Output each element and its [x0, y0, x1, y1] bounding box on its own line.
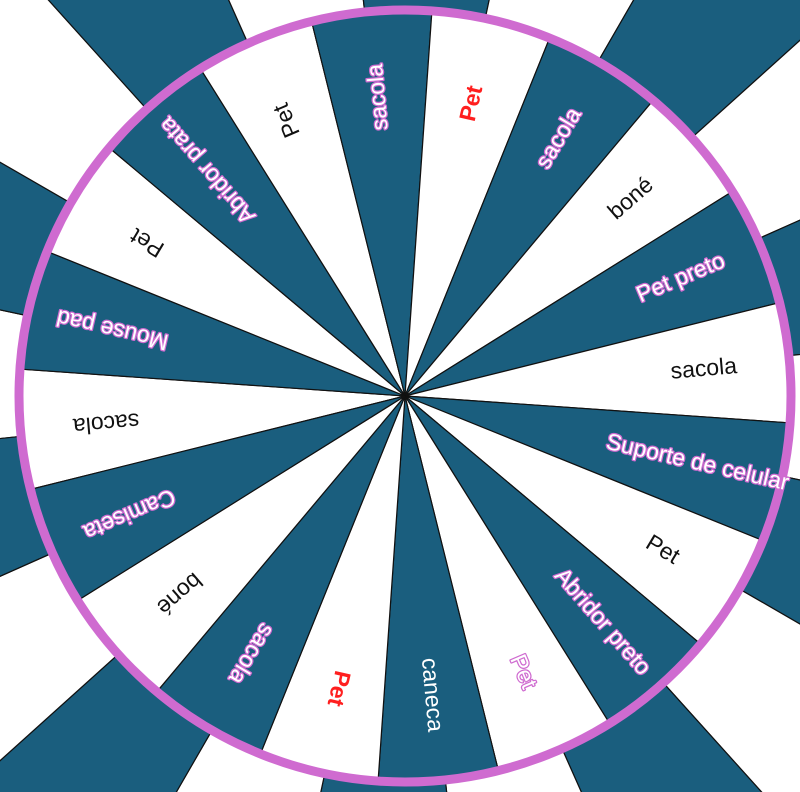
segment-label: sacola [72, 408, 141, 440]
wheel-rim [14, 5, 796, 787]
wheel-segments [18, 9, 792, 783]
segment-label: sacola [669, 352, 738, 384]
segment-label: sacola [361, 63, 393, 132]
segment-label: caneca [417, 657, 449, 733]
